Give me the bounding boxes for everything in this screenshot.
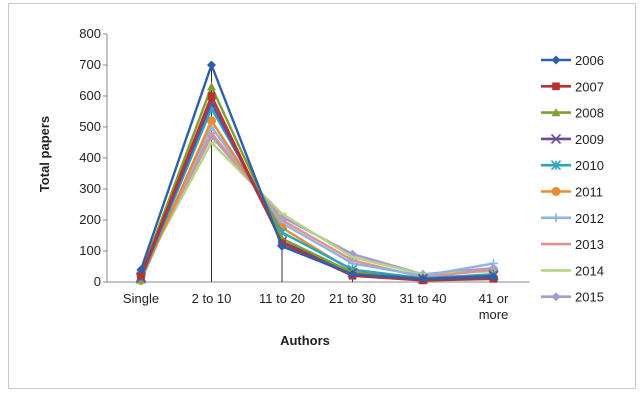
legend-marker xyxy=(551,55,561,65)
legend-item: 2013 xyxy=(541,237,604,252)
data-point xyxy=(207,82,216,91)
chart-frame: 0 100 200 300 400 500 600 700 800 Single 2 to 10 11… xyxy=(8,3,636,389)
legend-item: 2007 xyxy=(541,79,604,94)
y-tick-label: 0 xyxy=(94,274,101,289)
x-tick-label: 31 to 40 xyxy=(400,291,447,306)
legend-item: 2010 xyxy=(541,158,604,173)
legend-item: 2012 xyxy=(541,211,604,226)
data-point xyxy=(207,116,216,126)
series-line xyxy=(139,135,494,276)
legend-item: 2015 xyxy=(541,290,604,305)
series-line xyxy=(139,125,494,277)
data-point xyxy=(137,271,145,280)
y-axis-title: Total papers xyxy=(37,116,52,192)
y-tick-label: 300 xyxy=(79,181,101,196)
legend-label: 2015 xyxy=(575,290,604,305)
legend-marker xyxy=(550,160,562,171)
series-line xyxy=(139,131,494,279)
x-tick-label: 11 to 20 xyxy=(259,291,305,306)
series-line xyxy=(139,63,494,281)
legend-label: 2010 xyxy=(575,158,604,173)
x-tick-label: 2 to 10 xyxy=(192,291,232,306)
y-tick-label: 800 xyxy=(79,26,101,41)
series-group xyxy=(135,60,499,285)
y-tick-label: 700 xyxy=(79,57,101,72)
y-tick-label: 600 xyxy=(79,88,101,103)
legend: 2006 2007 2008 2009 2010 2011 2012 2013 2014 2015 xyxy=(541,53,604,305)
legend-label: 2007 xyxy=(575,79,604,94)
legend-label: 2013 xyxy=(575,237,604,252)
legend-marker xyxy=(552,82,560,91)
x-axis-title: Authors xyxy=(280,333,330,348)
y-tick-label: 200 xyxy=(79,212,101,227)
series-2006 xyxy=(136,60,498,284)
data-point xyxy=(489,258,498,268)
y-tick-label: 500 xyxy=(79,119,101,134)
legend-item: 2011 xyxy=(541,185,603,200)
data-point xyxy=(277,241,287,251)
legend-marker xyxy=(551,213,561,223)
y-tick-label: 100 xyxy=(79,243,101,258)
legend-marker xyxy=(550,133,562,144)
legend-label: 2014 xyxy=(575,263,604,278)
data-point xyxy=(207,92,216,100)
y-tick-label: 400 xyxy=(79,150,101,165)
legend-label: 2011 xyxy=(575,185,603,200)
legend-label: 2009 xyxy=(575,132,604,147)
x-tick-label: 21 to 30 xyxy=(329,291,376,306)
data-point xyxy=(348,269,357,279)
data-point xyxy=(418,274,428,284)
legend-item: 2014 xyxy=(541,263,604,278)
data-point xyxy=(207,60,216,70)
legend-marker xyxy=(551,187,561,196)
series-line xyxy=(139,94,494,282)
tick-labels: 0 100 200 300 400 500 600 700 800 Single 2 to 10 11… xyxy=(79,26,509,322)
x-tick-label: Single xyxy=(123,291,159,306)
legend-label: 2012 xyxy=(575,211,604,226)
axes xyxy=(103,33,530,283)
legend-label: 2006 xyxy=(575,53,604,68)
legend-item: 2006 xyxy=(541,53,604,68)
line-chart: 0 100 200 300 400 500 600 700 800 Single 2 to 10 11… xyxy=(37,26,604,348)
legend-marker xyxy=(551,292,561,302)
legend-item: 2009 xyxy=(541,132,604,147)
data-point xyxy=(489,272,498,282)
legend-item: 2008 xyxy=(541,106,604,121)
data-point xyxy=(136,265,146,275)
x-tick-label: 41 or more xyxy=(479,291,509,322)
series-line xyxy=(139,100,494,281)
legend-marker xyxy=(551,108,561,117)
legend-label: 2008 xyxy=(575,106,604,121)
